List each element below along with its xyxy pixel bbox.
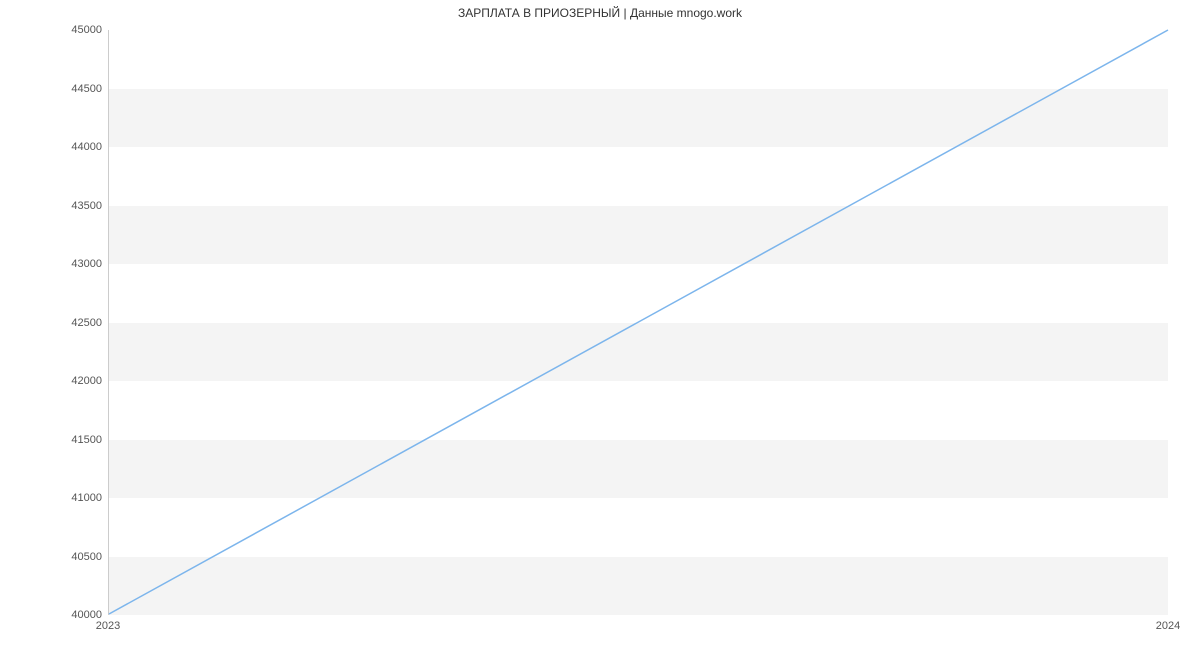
- y-tick-label: 42000: [71, 375, 102, 387]
- x-tick-label: 2023: [96, 620, 120, 632]
- chart-container: ЗАРПЛАТА В ПРИОЗЕРНЫЙ | Данные mnogo.wor…: [0, 0, 1200, 650]
- y-tick-label: 42500: [71, 317, 102, 329]
- y-tick-label: 41000: [71, 492, 102, 504]
- line-series: [109, 30, 1168, 614]
- y-tick-label: 43000: [71, 258, 102, 270]
- y-tick-label: 43500: [71, 200, 102, 212]
- y-tick-label: 45000: [71, 24, 102, 36]
- y-tick-label: 40500: [71, 551, 102, 563]
- y-tick-label: 44000: [71, 141, 102, 153]
- plot-area: [108, 30, 1168, 615]
- chart-title: ЗАРПЛАТА В ПРИОЗЕРНЫЙ | Данные mnogo.wor…: [0, 6, 1200, 20]
- y-tick-label: 44500: [71, 83, 102, 95]
- y-tick-label: 41500: [71, 434, 102, 446]
- x-tick-label: 2024: [1156, 620, 1180, 632]
